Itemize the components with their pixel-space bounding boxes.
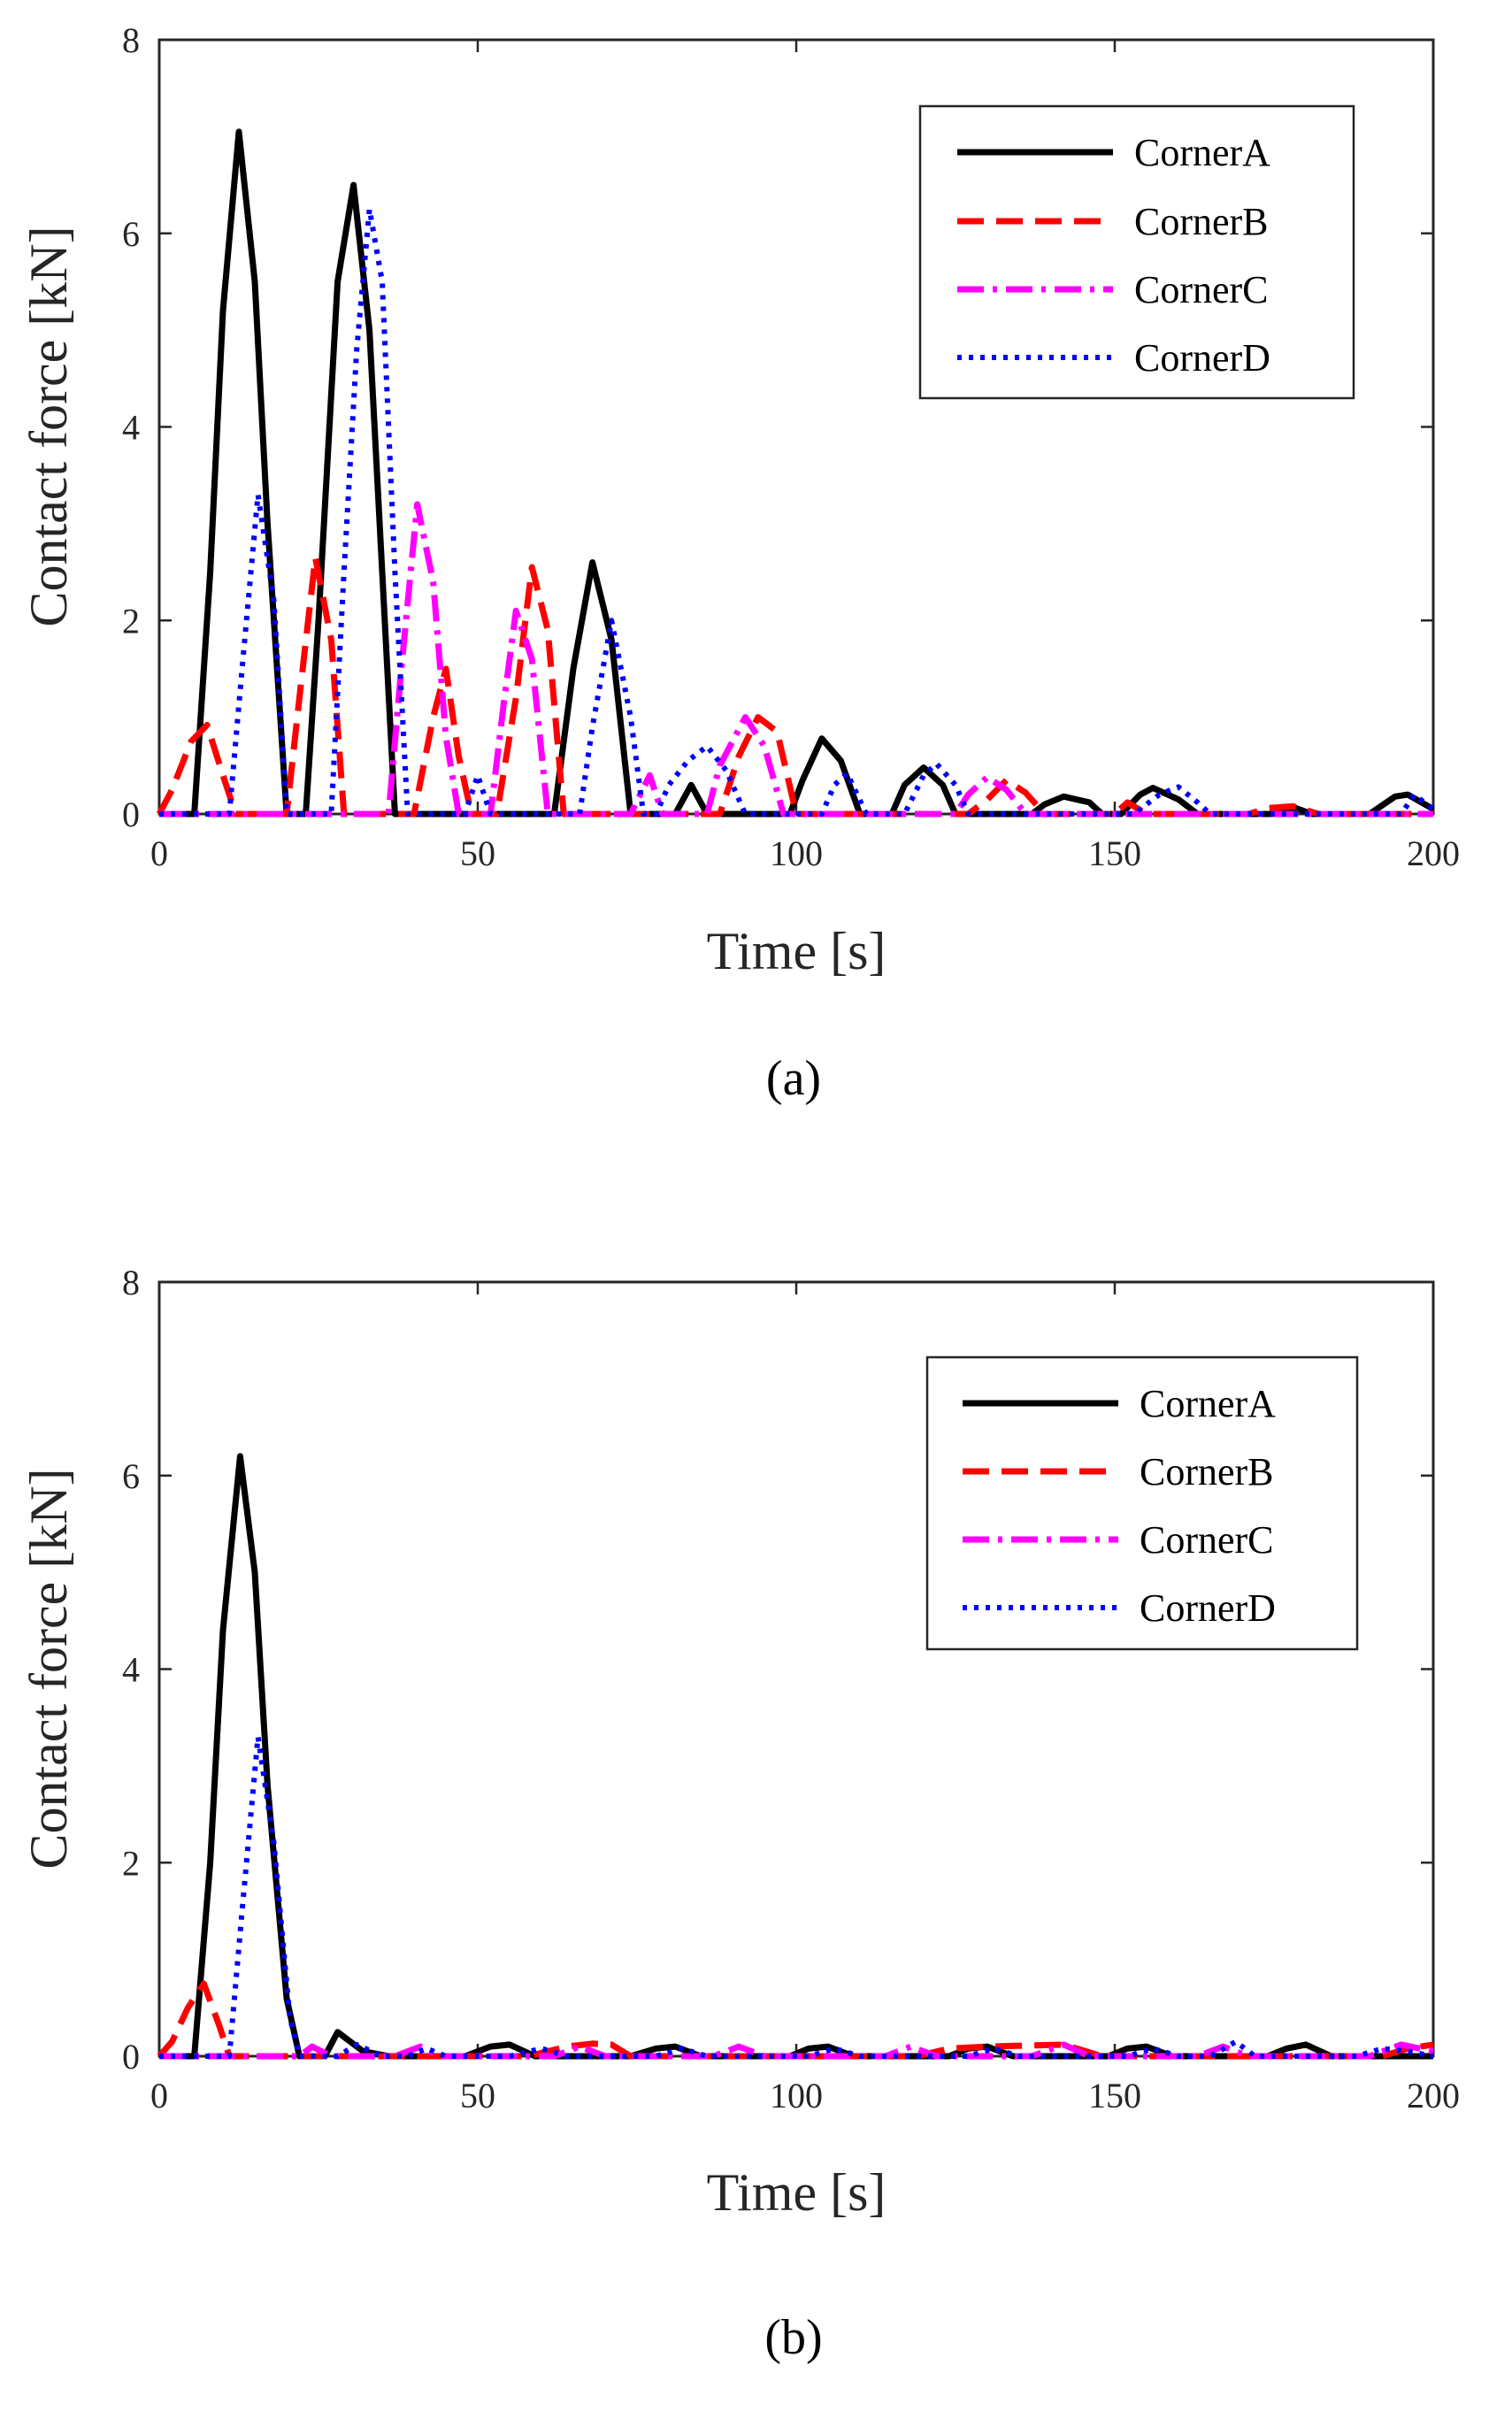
y-tick-label: 8: [122, 1263, 140, 1302]
series-lines: [156, 128, 1435, 818]
y-tick-labels: 0 2 4 6 8: [122, 1263, 140, 2077]
figure-caption-b: (b): [764, 2310, 822, 2365]
figure-caption-a: (a): [766, 1051, 821, 1106]
legend-label-cornerd: CornerD: [1140, 1586, 1276, 1630]
legend-label-cornera: CornerA: [1140, 1382, 1276, 1425]
x-tick-label: 200: [1407, 2076, 1460, 2115]
x-tick-label: 150: [1088, 2076, 1141, 2115]
x-tick-label: 50: [460, 833, 495, 873]
series-line-cornerb: [156, 554, 1433, 818]
legend-label-cornerc: CornerC: [1134, 268, 1269, 311]
y-tick-label: 2: [122, 601, 140, 641]
legend-label-cornera: CornerA: [1134, 131, 1270, 174]
y-tick-label: 6: [122, 1456, 140, 1496]
y-tick-label: 6: [122, 214, 140, 254]
x-axis-label: Time [s]: [707, 2163, 886, 2222]
x-tick-labels: 0 50 100 150 200: [150, 2076, 1460, 2115]
x-tick-label: 50: [460, 2076, 495, 2115]
chart-panel-a: 0 50 100 150 200 0 2 4 6 8 Time [s] Contact forc…: [19, 20, 1460, 1106]
series-line-cornera: [159, 128, 1435, 818]
legend-label-cornerb: CornerB: [1140, 1450, 1274, 1493]
legend-label-cornerb: CornerB: [1134, 200, 1269, 243]
legend: CornerA CornerB CornerC CornerD: [918, 104, 1355, 400]
y-tick-label: 0: [122, 795, 140, 834]
y-tick-labels: 0 2 4 6 8: [122, 20, 140, 834]
y-tick-label: 2: [122, 1843, 140, 1883]
x-tick-label: 100: [770, 833, 823, 873]
series-line-cornerc: [159, 501, 1433, 818]
chart-panel-b: 0 50 100 150 200 0 2 4 6 8 Time [s] Contact forc…: [19, 1263, 1460, 2365]
x-axis-label: Time [s]: [707, 922, 886, 980]
legend: CornerA CornerB CornerC CornerD: [925, 1355, 1359, 1651]
x-tick-label: 0: [150, 2076, 168, 2115]
y-axis-label: Contact force [kN]: [19, 1468, 78, 1869]
series-line-cornerd: [159, 1734, 1434, 2059]
y-axis-label: Contact force [kN]: [19, 226, 78, 626]
series-lines: [157, 1453, 1434, 2060]
series-line-cornerd: [159, 206, 1435, 817]
x-tick-labels: 0 50 100 150 200: [150, 833, 1460, 873]
y-tick-label: 8: [122, 20, 140, 60]
series-line-cornera: [159, 1453, 1433, 2060]
x-tick-label: 0: [150, 833, 168, 873]
y-tick-label: 0: [122, 2037, 140, 2077]
legend-label-cornerc: CornerC: [1140, 1518, 1274, 1562]
y-tick-label: 4: [122, 408, 140, 448]
y-tick-label: 4: [122, 1650, 140, 1690]
x-tick-label: 150: [1088, 833, 1141, 873]
x-tick-label: 100: [770, 2076, 823, 2115]
legend-label-cornerd: CornerD: [1134, 336, 1270, 380]
x-tick-label: 200: [1407, 833, 1460, 873]
